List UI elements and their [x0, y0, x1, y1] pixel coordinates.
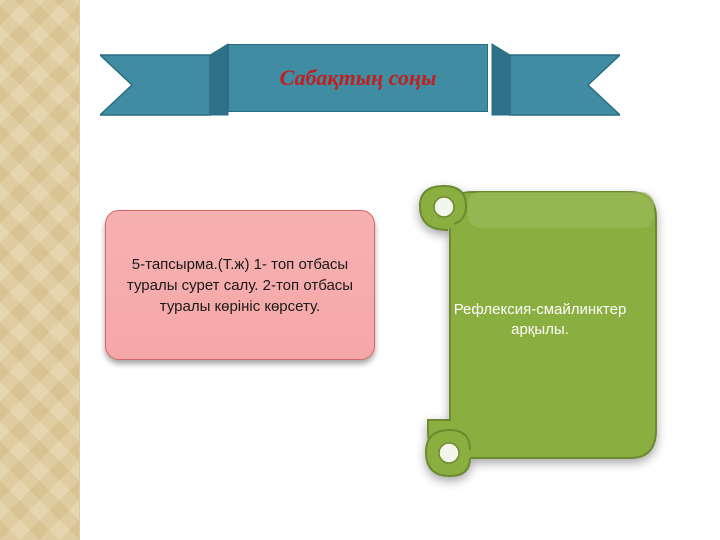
side-pattern — [0, 0, 80, 540]
banner-title: Сабақтың соңы — [280, 65, 437, 91]
task-text: 5-тапсырма.(Т.ж) 1- топ отбасы туралы су… — [124, 254, 356, 317]
scroll-text: Рефлексия-смайлинктер арқылы. — [440, 300, 640, 341]
task-box: 5-тапсырма.(Т.ж) 1- топ отбасы туралы су… — [105, 210, 375, 360]
banner-title-box: Сабақтың соңы — [228, 44, 488, 112]
